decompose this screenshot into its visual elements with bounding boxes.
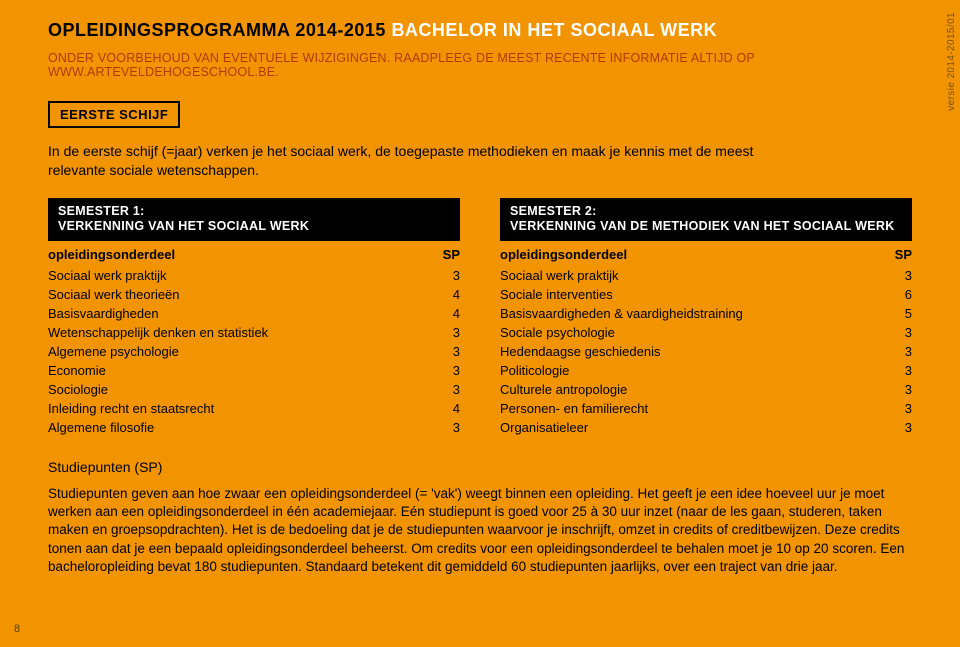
semester-2-header: SEMESTER 2: VERKENNING VAN DE METHODIEK … bbox=[500, 198, 912, 241]
col-sp: SP bbox=[424, 241, 460, 266]
course-name: Sociale psychologie bbox=[500, 323, 876, 342]
course-sp: 4 bbox=[424, 304, 460, 323]
semester-row: SEMESTER 1: VERKENNING VAN HET SOCIAAL W… bbox=[48, 198, 912, 437]
course-sp: 3 bbox=[876, 380, 912, 399]
course-sp: 3 bbox=[876, 323, 912, 342]
semester-2-header-line2: VERKENNING VAN DE METHODIEK VAN HET SOCI… bbox=[510, 219, 902, 235]
table-row: Algemene psychologie3 bbox=[48, 342, 460, 361]
page-title: OPLEIDINGSPROGRAMMA 2014-2015 BACHELOR I… bbox=[48, 20, 912, 41]
studiepunten-body: Studiepunten geven aan hoe zwaar een opl… bbox=[48, 485, 912, 576]
title-part2: BACHELOR IN HET SOCIAAL WERK bbox=[391, 20, 717, 40]
course-sp: 3 bbox=[876, 266, 912, 285]
course-name: Algemene psychologie bbox=[48, 342, 424, 361]
col-sp: SP bbox=[876, 241, 912, 266]
studiepunten-title: Studiepunten (SP) bbox=[48, 459, 912, 475]
table-row: Culturele antropologie3 bbox=[500, 380, 912, 399]
table-row: Algemene filosofie3 bbox=[48, 418, 460, 437]
table-row: Wetenschappelijk denken en statistiek3 bbox=[48, 323, 460, 342]
course-name: Economie bbox=[48, 361, 424, 380]
table-row: Basisvaardigheden & vaardigheidstraining… bbox=[500, 304, 912, 323]
course-name: Basisvaardigheden bbox=[48, 304, 424, 323]
semester-1-header: SEMESTER 1: VERKENNING VAN HET SOCIAAL W… bbox=[48, 198, 460, 241]
course-name: Sociologie bbox=[48, 380, 424, 399]
course-name: Sociaal werk praktijk bbox=[48, 266, 424, 285]
table-row: Personen- en familierecht3 bbox=[500, 399, 912, 418]
semester-1-column: SEMESTER 1: VERKENNING VAN HET SOCIAAL W… bbox=[48, 198, 460, 437]
col-onderdeel: opleidingsonderdeel bbox=[500, 241, 876, 266]
course-name: Wetenschappelijk denken en statistiek bbox=[48, 323, 424, 342]
semester-2-table: opleidingsonderdeel SP Sociaal werk prak… bbox=[500, 241, 912, 437]
course-sp: 4 bbox=[424, 399, 460, 418]
course-sp: 5 bbox=[876, 304, 912, 323]
course-name: Organisatieleer bbox=[500, 418, 876, 437]
table-row: Sociaal werk praktijk3 bbox=[48, 266, 460, 285]
table-row: Basisvaardigheden4 bbox=[48, 304, 460, 323]
course-sp: 3 bbox=[424, 323, 460, 342]
semester-2-column: SEMESTER 2: VERKENNING VAN DE METHODIEK … bbox=[500, 198, 912, 437]
course-name: Inleiding recht en staatsrecht bbox=[48, 399, 424, 418]
table-row: Economie3 bbox=[48, 361, 460, 380]
course-sp: 3 bbox=[876, 361, 912, 380]
course-name: Culturele antropologie bbox=[500, 380, 876, 399]
course-sp: 3 bbox=[424, 418, 460, 437]
course-name: Sociaal werk praktijk bbox=[500, 266, 876, 285]
page-number: 8 bbox=[14, 623, 20, 635]
course-name: Sociaal werk theorieën bbox=[48, 285, 424, 304]
course-sp: 3 bbox=[876, 418, 912, 437]
course-sp: 3 bbox=[424, 380, 460, 399]
course-sp: 6 bbox=[876, 285, 912, 304]
col-onderdeel: opleidingsonderdeel bbox=[48, 241, 424, 266]
course-sp: 3 bbox=[424, 342, 460, 361]
course-sp: 3 bbox=[424, 266, 460, 285]
course-sp: 4 bbox=[424, 285, 460, 304]
course-sp: 3 bbox=[876, 399, 912, 418]
course-sp: 3 bbox=[876, 342, 912, 361]
table-row: Politicologie3 bbox=[500, 361, 912, 380]
course-name: Politicologie bbox=[500, 361, 876, 380]
course-name: Hedendaagse geschiedenis bbox=[500, 342, 876, 361]
semester-1-header-line1: SEMESTER 1: bbox=[58, 204, 450, 220]
course-name: Algemene filosofie bbox=[48, 418, 424, 437]
table-row: Sociologie3 bbox=[48, 380, 460, 399]
course-name: Personen- en familierecht bbox=[500, 399, 876, 418]
intro-text: In de eerste schijf (=jaar) verken je he… bbox=[48, 142, 808, 180]
version-label: versie 2014-2015/01 bbox=[946, 12, 957, 111]
semester-1-table: opleidingsonderdeel SP Sociaal werk prak… bbox=[48, 241, 460, 437]
semester-1-header-line2: VERKENNING VAN HET SOCIAAL WERK bbox=[58, 219, 450, 235]
table-row: Sociale psychologie3 bbox=[500, 323, 912, 342]
course-sp: 3 bbox=[424, 361, 460, 380]
table-row: Organisatieleer3 bbox=[500, 418, 912, 437]
schijf-badge: EERSTE SCHIJF bbox=[48, 101, 180, 128]
semester-2-header-line1: SEMESTER 2: bbox=[510, 204, 902, 220]
table-row: Sociaal werk praktijk3 bbox=[500, 266, 912, 285]
table-row: Sociaal werk theorieën4 bbox=[48, 285, 460, 304]
title-part1: OPLEIDINGSPROGRAMMA 2014-2015 bbox=[48, 20, 386, 40]
subtitle: ONDER VOORBEHOUD VAN EVENTUELE WIJZIGING… bbox=[48, 51, 912, 79]
table-row: Sociale interventies6 bbox=[500, 285, 912, 304]
course-name: Basisvaardigheden & vaardigheidstraining bbox=[500, 304, 876, 323]
course-name: Sociale interventies bbox=[500, 285, 876, 304]
table-row: Hedendaagse geschiedenis3 bbox=[500, 342, 912, 361]
table-row: Inleiding recht en staatsrecht4 bbox=[48, 399, 460, 418]
